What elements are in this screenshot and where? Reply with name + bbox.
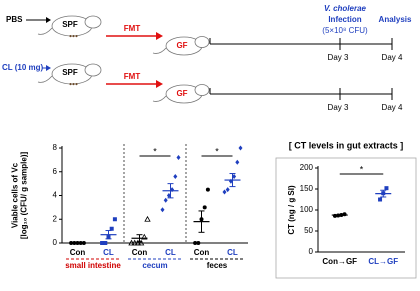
arrow-head [46,65,51,71]
pathogen: V. cholerae [324,4,367,13]
day-label: Day 4 [382,103,403,112]
x-tick-label: Con [132,248,148,257]
day-label: Day 3 [328,103,349,112]
data-point [222,189,227,195]
data-point [173,174,178,179]
y-tick-label: 150 [300,184,314,193]
panel-frame [275,157,417,279]
day-label: Day 4 [382,53,403,62]
y-tick-label: 0 [53,238,58,247]
pbs-label: PBS [6,15,23,24]
feces-icon: ●●● [69,33,78,39]
group-label: small intestine [65,261,121,270]
mouse [37,63,102,85]
y-tick-label: 50 [304,226,313,235]
y-tick-label: 0 [309,247,314,256]
data-point [160,207,165,213]
data-point [112,217,117,222]
y-tick-label: 8 [53,143,58,152]
mouse [152,84,210,104]
infection: Infection [328,15,361,24]
y-tick-label: 100 [300,205,314,214]
x-tick-label: Con [194,248,210,257]
analysis: Analysis [379,15,412,24]
data-point [235,159,240,165]
gf-label: GF [176,89,187,98]
y-tick-label: 4 [53,191,58,200]
chart-title: [ CT levels in gut extracts ] [289,140,404,150]
gf-label: GF [176,41,187,50]
arrow-head [156,32,163,40]
data-point [225,187,230,193]
feces-icon: ●●● [69,81,78,87]
data-point [196,241,201,245]
y-tick-label: 2 [53,214,58,223]
mouse [37,15,102,37]
data-point [103,241,108,245]
spf-label: SPF [62,68,78,77]
x-tick-label: CL [103,248,114,257]
data-point [144,215,151,222]
spf-label: SPF [62,20,78,29]
data-point [131,239,138,246]
significance-label: * [215,146,219,156]
data-point [232,174,237,179]
group-label: cecum [142,261,167,270]
data-point [134,239,142,246]
y-tick-label: 6 [53,167,58,176]
x-tick-label: CL [227,248,238,257]
y-axis-label: CT (ng / g SI) [287,185,296,235]
y-axis-label: [log₁₀ (CFU/ g sample)] [20,151,29,239]
cl-label: CL (10 mg) [2,63,44,72]
x-tick-label: CL→GF [368,257,398,266]
fmt-label: FMT [124,72,141,81]
data-point [193,241,198,245]
data-point [205,187,210,192]
data-point [166,193,171,198]
data-point [137,239,145,246]
day-label: Day 3 [328,53,349,62]
x-tick-label: Con→GF [322,257,357,266]
data-point [176,155,181,160]
group-label: feces [207,261,228,270]
fmt-label: FMT [124,24,141,33]
significance-label: * [153,146,157,156]
data-point [202,205,207,210]
data-point [109,226,114,231]
arrow-head [46,17,51,23]
x-tick-label: Con [70,248,86,257]
data-point [128,239,135,246]
significance-label: * [360,164,364,174]
data-point [141,233,148,240]
x-tick-label: CL [165,248,176,257]
data-point [238,145,243,151]
data-point [378,197,383,202]
dose: (5×10⁸ CFU) [322,26,368,35]
y-axis-label: Viable cells of Vc [11,162,20,228]
y-tick-label: 200 [300,163,314,172]
data-point [100,241,105,245]
data-point [384,186,389,191]
arrow-head [156,80,163,88]
data-point [163,197,168,203]
mouse [152,36,210,56]
